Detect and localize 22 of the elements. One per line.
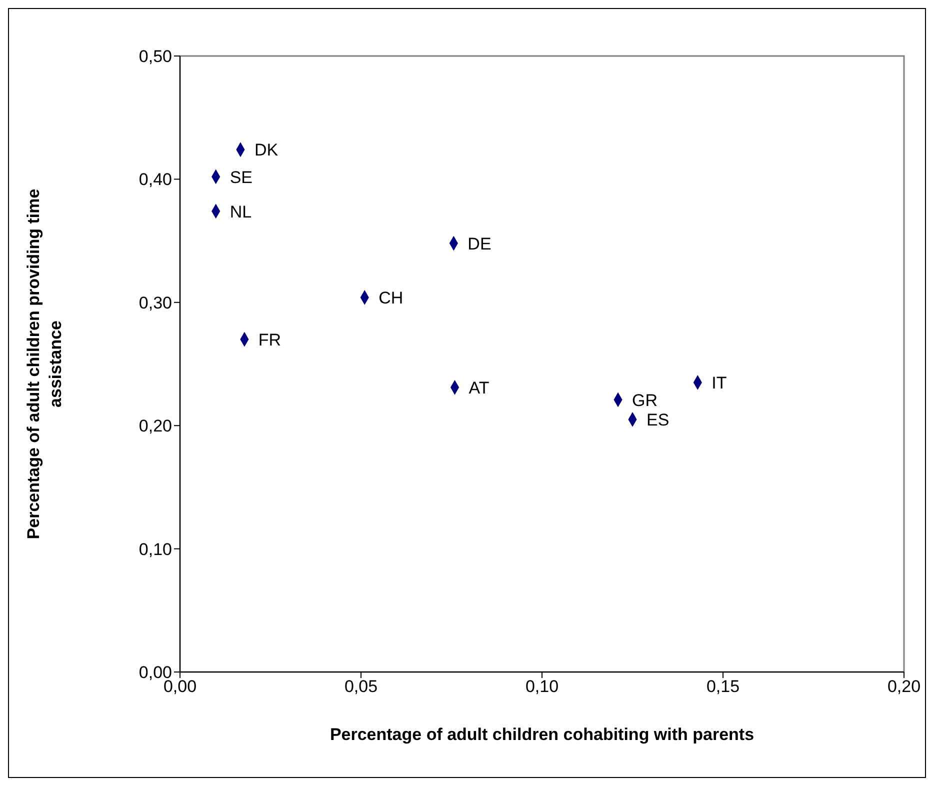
x-tick-label: 0,00 xyxy=(163,677,197,696)
annotation: AT xyxy=(468,378,490,398)
x-tick-label: 0,15 xyxy=(706,677,740,696)
annotation: GR xyxy=(632,390,658,410)
annotation: IT xyxy=(712,374,727,393)
x-tick-label: 0,20 xyxy=(887,677,921,696)
y-axis-title: Percentage of adult children providing time assistance xyxy=(24,188,65,540)
annotation: DE xyxy=(468,234,492,254)
annotation: CH xyxy=(378,288,404,308)
y-tick-label: 0,40 xyxy=(138,170,172,190)
y-tick-label: 0,30 xyxy=(138,293,172,312)
annotation: SE xyxy=(230,168,253,187)
y-tick-label: 0,50 xyxy=(138,47,172,66)
annotation: NL xyxy=(230,202,252,222)
x-axis-title: Percentage of adult children cohabiting with parents xyxy=(330,725,754,744)
y-tick-label: 0,20 xyxy=(138,416,172,436)
annotation: ES xyxy=(646,410,670,430)
x-tick-label: 0,10 xyxy=(525,677,559,696)
x-tick-label: 0,05 xyxy=(344,677,378,696)
annotation: FR xyxy=(258,330,282,350)
y-tick-label: 0,10 xyxy=(138,540,172,559)
annotation: DK xyxy=(254,140,279,160)
